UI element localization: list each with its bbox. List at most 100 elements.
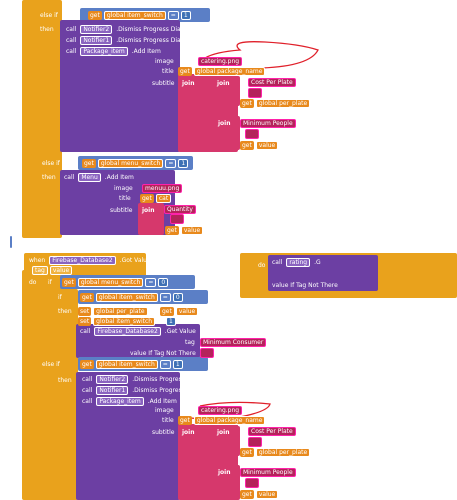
block-label: set: [78, 306, 92, 316]
block-row: get value: [165, 225, 204, 235]
block-label[interactable]: global item_switch: [93, 316, 156, 326]
empty-text-block: [200, 348, 214, 358]
block-label[interactable]: value: [255, 489, 279, 499]
block-row: get global item_switch = 1: [80, 359, 183, 369]
empty-text-block: [248, 88, 262, 98]
block-label: .Add Item: [104, 173, 134, 181]
block-row: subtitle: [150, 427, 176, 437]
block-label[interactable]: global item_switch: [103, 10, 166, 20]
block-row: then: [40, 172, 58, 182]
block-row: Minimum People: [240, 118, 296, 128]
block-label: then: [58, 307, 72, 315]
block-label: =: [145, 277, 157, 287]
block-label: call: [66, 36, 77, 44]
if-block: [52, 289, 78, 500]
block-label[interactable]: rating: [286, 257, 311, 267]
block-row: subtitle: [150, 78, 176, 88]
block-label[interactable]: Notifier2: [80, 24, 113, 34]
block-row: if: [46, 277, 54, 287]
join-block: [212, 426, 240, 456]
block-label: .Dismiss Progress Dialog: [116, 25, 190, 33]
block-row: else if: [38, 10, 60, 20]
block-label[interactable]: global menu_switch: [97, 158, 164, 168]
block-label: call: [66, 47, 77, 55]
block-row: call Menu .Add Item: [62, 172, 136, 182]
block-row: Cost Per Plate: [248, 77, 296, 87]
block-row: catering.png: [198, 405, 243, 415]
block-row: title: [160, 66, 176, 76]
block-label: get: [240, 489, 254, 499]
block-label[interactable]: global package_name: [193, 415, 266, 425]
block-row: get global package_name: [178, 415, 266, 425]
block-label[interactable]: global menu_switch: [77, 277, 144, 287]
block-label: get: [240, 447, 254, 457]
block-label[interactable]: Firebase_Database2: [49, 255, 116, 265]
block-row: call Notifier1 .Dismiss Progress Dialog: [64, 35, 192, 45]
block-row: image: [153, 56, 176, 66]
block-label: subtitle: [152, 428, 175, 436]
block-row: join: [216, 467, 233, 477]
block-row: image: [112, 183, 135, 193]
block-label: call: [82, 386, 93, 394]
block-row: call Notifier2 .Dismiss Progress Dialog: [80, 374, 208, 384]
block-label[interactable]: Menu: [78, 172, 101, 182]
block-label: Quantity: [164, 204, 196, 214]
block-label: value: [49, 265, 73, 275]
block-label[interactable]: global per_plate: [93, 306, 148, 316]
block-label: get: [240, 140, 254, 150]
block-label: get: [165, 225, 179, 235]
block-label: tag: [32, 265, 48, 275]
block-label: then: [40, 25, 54, 33]
block-label[interactable]: Package_item: [80, 46, 128, 56]
block-label: if: [48, 278, 52, 286]
block-row: when Firebase_Database2 .Got Value: [27, 255, 153, 265]
block-row: value If Tag Not There: [128, 348, 198, 358]
block-label[interactable]: cat: [155, 193, 172, 203]
block-row: catering.png: [198, 56, 243, 66]
block-row: get global per_plate: [240, 98, 311, 108]
block-row: then: [56, 306, 74, 316]
block-label: do: [258, 261, 266, 269]
block-label[interactable]: global item_switch: [95, 292, 158, 302]
block-label: Minimum People: [240, 467, 296, 477]
join-block: [212, 76, 240, 106]
block-label[interactable]: value: [180, 225, 204, 235]
block-row: Minimum Consumer: [200, 337, 267, 347]
block-label[interactable]: Notifier2: [96, 374, 129, 384]
block-label[interactable]: Firebase_Database2: [94, 326, 161, 336]
block-label: catering.png: [198, 405, 243, 415]
block-label[interactable]: global package_name: [193, 66, 266, 76]
block-label: get: [80, 292, 94, 302]
block-label: get: [178, 415, 192, 425]
block-row: get global per_plate: [240, 447, 311, 457]
block-row: join: [180, 78, 197, 88]
block-row: call Notifier2 .Dismiss Progress Dialog: [64, 24, 192, 34]
block-label[interactable]: Notifier1: [80, 35, 113, 45]
block-label: call: [66, 25, 77, 33]
block-label[interactable]: global item_switch: [95, 359, 158, 369]
block-row: if: [56, 292, 64, 302]
block-label: Minimum People: [240, 118, 296, 128]
block-label[interactable]: Package_item: [96, 396, 144, 406]
block-label: .Dismiss Progress Dialog: [132, 375, 206, 383]
block-label: get: [178, 66, 192, 76]
block-label: catering.png: [198, 56, 243, 66]
block-label[interactable]: value: [175, 306, 199, 316]
call-block: [60, 20, 180, 152]
block-label[interactable]: global per_plate: [255, 98, 311, 108]
block-row: Minimum People: [240, 467, 296, 477]
block-label[interactable]: global per_plate: [255, 447, 311, 457]
block-label[interactable]: Notifier1: [96, 385, 129, 395]
block-row: subtitle: [108, 205, 134, 215]
block-row: do: [256, 260, 267, 270]
cursor: [10, 236, 12, 248]
block-row: then: [56, 375, 74, 385]
block-row: tag: [183, 337, 197, 347]
block-label: 1: [178, 158, 189, 168]
block-label: set: [78, 316, 92, 326]
block-row: title: [160, 415, 176, 425]
block-label: get: [80, 359, 94, 369]
block-label: tag: [185, 338, 195, 346]
block-label[interactable]: value: [255, 140, 279, 150]
